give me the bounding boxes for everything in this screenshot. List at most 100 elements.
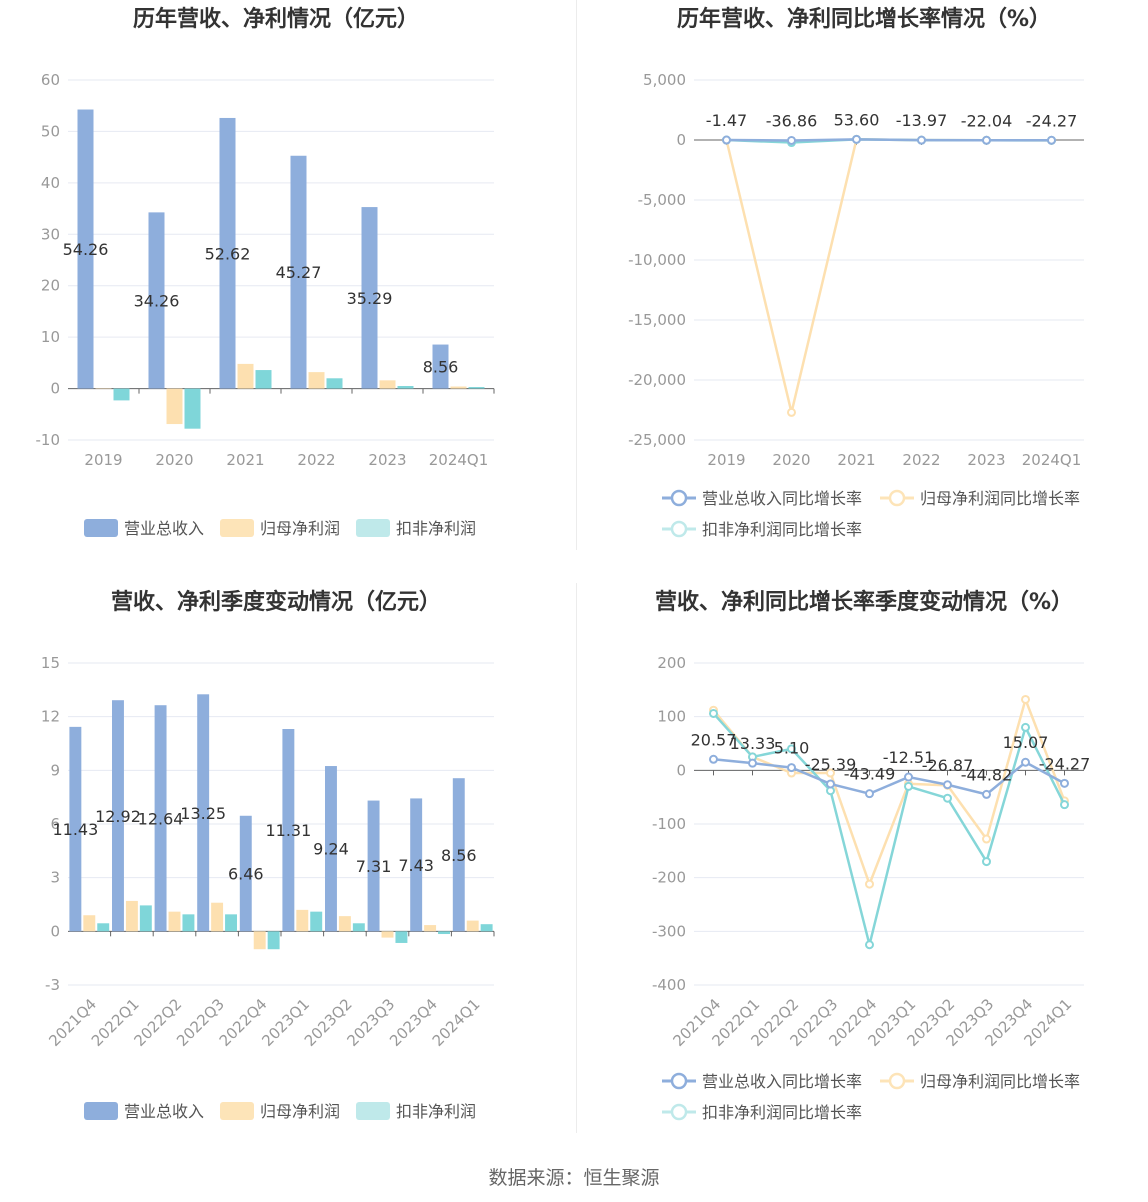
data-label: 52.62 [205, 244, 251, 263]
bar-revenue [325, 766, 337, 932]
series-line-net-profit-growth [725, 138, 1052, 413]
bar-deducted-profit [225, 914, 237, 932]
bar-revenue [452, 778, 465, 932]
y-tick-label: 50 [41, 122, 60, 140]
data-point [826, 779, 835, 789]
y-tick-label: 200 [657, 654, 686, 672]
data-point [852, 134, 861, 144]
y-tick-label: 0 [676, 761, 686, 779]
bar-net-profit [381, 931, 394, 938]
bar-net-profit [166, 388, 183, 425]
series-line-revenue-growth [713, 758, 1066, 796]
data-point [787, 407, 796, 417]
bar-net-profit [338, 916, 351, 932]
data-label: -24.27 [1039, 754, 1091, 773]
data-label: 8.56 [441, 846, 477, 865]
x-tick-label: 2021 [226, 451, 264, 469]
x-tick-label: 2023 [967, 451, 1005, 469]
data-label: 8.56 [423, 358, 459, 377]
bar-net-profit [237, 363, 254, 389]
panel-annual-bar: 历年营收、净利情况（亿元） -10 0 10 20 30 40 50 60 54.26 2019 34… [0, 0, 574, 580]
data-label: -1.47 [706, 111, 747, 130]
y-tick-label: -10,000 [628, 251, 686, 269]
y-tick-label: 40 [41, 174, 60, 192]
bar-deducted-profit [113, 388, 130, 401]
y-tick-label: 15 [41, 654, 60, 672]
bar-net-profit [466, 920, 479, 932]
data-point [865, 879, 874, 889]
y-tick-label: -100 [652, 815, 686, 833]
bar-deducted-profit [97, 923, 110, 932]
legend-swatch [356, 1102, 390, 1120]
bar-revenue [361, 207, 378, 389]
data-label: 13.33 [730, 734, 776, 753]
bar-revenue [290, 155, 307, 389]
data-point [748, 758, 757, 768]
legend-label: 扣非净利润同比增长率 [702, 520, 862, 539]
bar-revenue [197, 694, 210, 932]
bar-deducted-profit [468, 387, 485, 389]
bar-revenue [410, 798, 423, 932]
bar-deducted-profit [352, 923, 365, 932]
legend-label: 归母净利润同比增长率 [920, 489, 1080, 508]
data-label: -44.82 [961, 765, 1013, 784]
data-label: 54.26 [63, 240, 109, 259]
data-label: 11.43 [52, 820, 98, 839]
y-tick-label: -20,000 [628, 371, 686, 389]
data-point [904, 781, 913, 791]
data-label: 35.29 [347, 289, 393, 308]
legend-marker [670, 1072, 688, 1090]
bar-net-profit [450, 386, 467, 389]
bar-deducted-profit [255, 370, 272, 389]
y-tick-label: 0 [50, 922, 60, 940]
bar-revenue [112, 700, 124, 932]
legend-marker [670, 520, 688, 538]
data-point [1047, 135, 1056, 145]
data-label: -26.87 [922, 756, 974, 775]
legend-marker [888, 1072, 906, 1090]
legend-label: 归母净利润 [260, 519, 340, 538]
data-label: 13.25 [180, 804, 226, 823]
chart-title: 营收、净利同比增长率季度变动情况（%） [655, 589, 1073, 615]
legend-label: 营业总收入 [124, 519, 204, 538]
data-label: 45.27 [276, 263, 322, 282]
x-tick-label: 2024Q1 [1022, 451, 1082, 469]
bar-deducted-profit [267, 931, 280, 950]
data-point [1060, 800, 1069, 810]
x-tick-label: 2024Q1 [429, 451, 489, 469]
data-point [722, 135, 731, 145]
y-tick-label: -10 [36, 431, 61, 449]
x-tick-label: 2024Q1 [429, 995, 484, 1050]
bar-revenue [282, 729, 295, 932]
bar-deducted-profit [182, 914, 195, 932]
data-point [709, 754, 718, 764]
y-tick-label: 60 [41, 71, 60, 89]
y-tick-label: -15,000 [628, 311, 686, 329]
divider-top [576, 0, 577, 550]
x-tick-label: 2023 [368, 451, 406, 469]
bar-revenue [239, 815, 252, 932]
y-tick-label: 3 [50, 869, 60, 887]
legend-swatch [220, 1102, 254, 1120]
panel-quarterly-bar: 营收、净利季度变动情况（亿元） -3 0 3 6 9 12 15 11.43 2021Q4 12.9… [0, 583, 574, 1163]
bar-net-profit [95, 388, 112, 390]
x-tick-label: 2022 [902, 451, 940, 469]
data-label: 53.60 [834, 110, 880, 129]
data-point [917, 135, 926, 145]
legend-label: 营业总收入同比增长率 [702, 1072, 862, 1091]
legend-marker [888, 489, 906, 507]
data-label: -43.49 [844, 765, 896, 784]
chart-title: 历年营收、净利情况（亿元） [133, 6, 419, 32]
y-tick-label: -400 [652, 976, 686, 994]
data-label: 5.10 [774, 739, 810, 758]
legend-swatch [356, 519, 390, 537]
legend-label: 扣非净利润同比增长率 [702, 1103, 862, 1122]
data-point [904, 772, 913, 782]
chart-quarterly-revenue-profit: 营收、净利季度变动情况（亿元）-30369121511.432021Q412.9… [41, 589, 495, 1121]
y-tick-label: -3 [45, 976, 60, 994]
bar-deducted-profit [184, 388, 201, 429]
legend-swatch [84, 519, 118, 537]
bar-net-profit [211, 902, 224, 932]
x-tick-label: 2022 [297, 451, 335, 469]
bar-revenue [219, 117, 236, 389]
